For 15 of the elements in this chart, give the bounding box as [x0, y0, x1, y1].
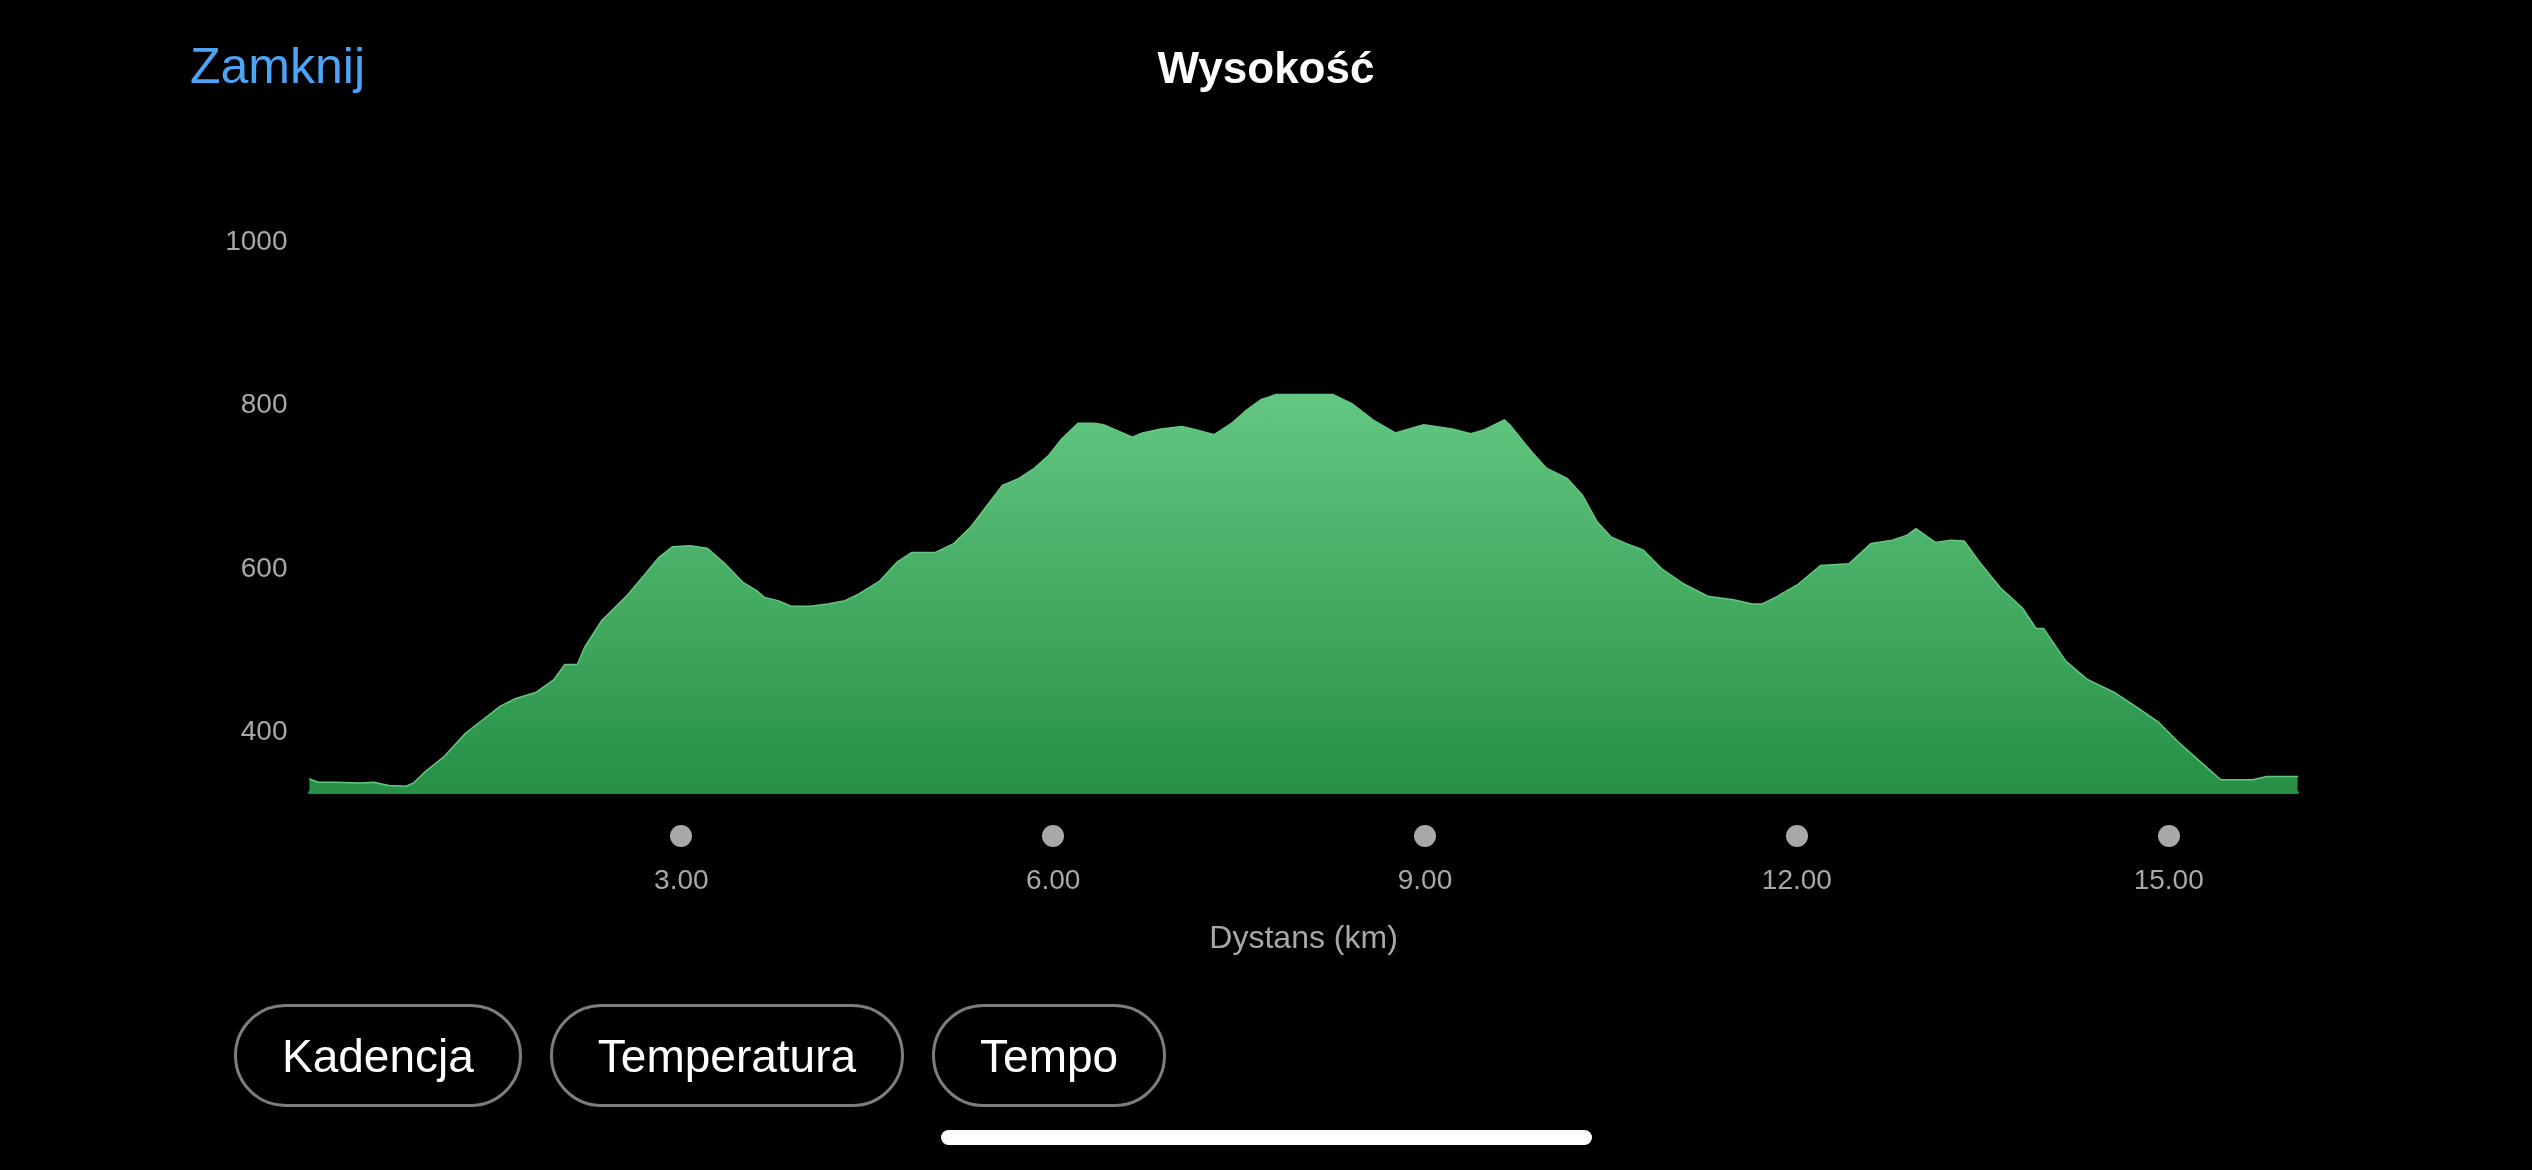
y-tick-label: 1000	[225, 224, 288, 256]
x-tick-label: 12.00	[1761, 863, 1832, 895]
x-tick-label: 15.00	[2133, 863, 2204, 895]
text: Zamknij	[190, 37, 366, 96]
y-tick-label: 800	[240, 388, 288, 420]
y-tick-label: 600	[240, 551, 288, 583]
pill-button: Kadencja	[234, 1004, 522, 1107]
chart-title: Wysokość	[1157, 42, 1375, 92]
x-tick-label: 3.00	[654, 863, 709, 895]
x-tick-label: 6.00	[1025, 863, 1081, 895]
pill-button: Tempo	[932, 1004, 1167, 1107]
pill-button: Temperatura	[549, 1004, 905, 1107]
x-axis-title: Dystans (km)	[1209, 919, 1398, 955]
y-tick-label: 400	[240, 715, 288, 747]
x-tick-label: 9.00	[1397, 863, 1453, 895]
